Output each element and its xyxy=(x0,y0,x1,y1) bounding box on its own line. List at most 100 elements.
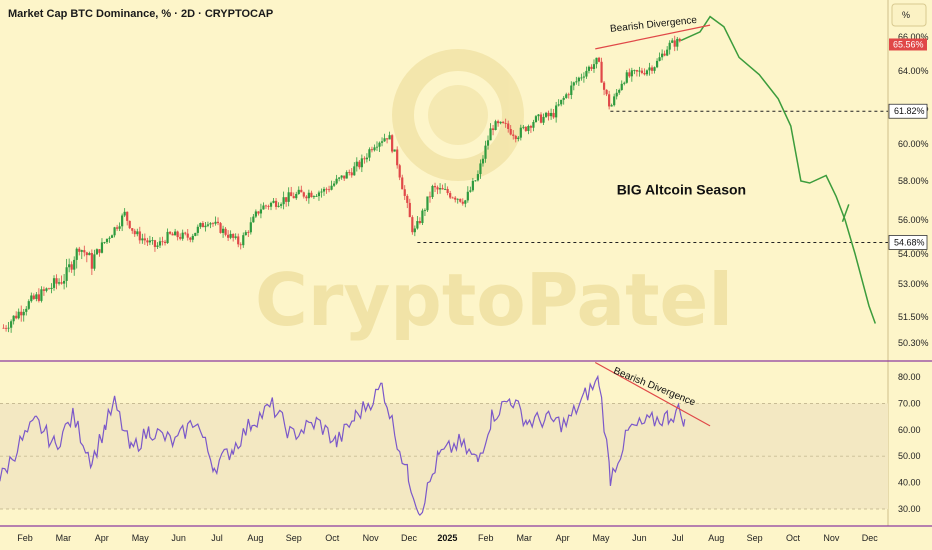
rsi-line xyxy=(0,374,686,516)
time-axis-tick: Mar xyxy=(56,533,72,543)
candle-body xyxy=(234,236,237,238)
candle-body xyxy=(446,188,449,194)
candle-body xyxy=(295,193,298,199)
candle-body xyxy=(15,315,18,319)
candle-body xyxy=(597,57,601,62)
time-axis-tick: Jun xyxy=(632,533,647,543)
candle-body xyxy=(184,232,187,234)
candle-body xyxy=(277,205,280,207)
candle-body xyxy=(285,197,288,202)
candle-body xyxy=(529,126,533,128)
candle-body xyxy=(373,147,376,151)
candle-body xyxy=(343,175,346,179)
candle-body xyxy=(484,145,487,159)
candle-body xyxy=(370,149,374,151)
candle-body xyxy=(673,40,676,47)
candle-body xyxy=(557,104,560,106)
candle-body xyxy=(600,61,603,83)
price-axis-tick: 58.00% xyxy=(898,176,929,186)
candle-body xyxy=(411,217,414,233)
candle-body xyxy=(209,223,212,225)
candle-body xyxy=(401,177,404,190)
level-price-tag xyxy=(888,103,928,119)
candle-body xyxy=(552,112,555,118)
candle-body xyxy=(50,287,53,290)
level-price-label: 54.68% xyxy=(894,237,925,247)
price-axis-tick: 64.00% xyxy=(898,66,929,76)
candle-body xyxy=(259,209,263,214)
candle-body xyxy=(608,94,611,107)
candle-body xyxy=(595,57,598,65)
candle-body xyxy=(418,221,421,224)
candle-body xyxy=(269,202,273,207)
candle-body xyxy=(385,138,389,140)
candle-body xyxy=(527,126,530,131)
candle-body xyxy=(416,221,419,229)
candle-body xyxy=(78,248,81,252)
time-axis-tick: Aug xyxy=(247,533,263,543)
candle-body xyxy=(456,198,459,200)
candle-body xyxy=(565,94,568,98)
candle-body xyxy=(171,233,174,236)
candle-body xyxy=(350,172,353,176)
candle-body xyxy=(491,128,495,131)
candle-body xyxy=(466,191,469,201)
candle-body xyxy=(449,193,452,198)
time-axis-tick: Nov xyxy=(363,533,380,543)
candle-body xyxy=(322,188,326,192)
candle-body xyxy=(20,311,23,316)
candle-body xyxy=(80,250,83,252)
candle-body xyxy=(340,175,343,178)
candle-body xyxy=(355,161,358,167)
candle-body xyxy=(12,315,15,322)
candle-body xyxy=(625,72,628,83)
candle-body xyxy=(95,249,99,255)
time-axis-tick: Oct xyxy=(325,533,340,543)
candle-body xyxy=(272,200,275,203)
price-axis-tick: 56.00% xyxy=(898,215,929,225)
candle-body xyxy=(615,92,618,97)
candle-body xyxy=(274,200,278,207)
candle-body xyxy=(433,186,437,188)
candle-body xyxy=(661,53,664,58)
candle-body xyxy=(570,85,573,96)
candle-body xyxy=(441,188,444,190)
candle-body xyxy=(327,189,331,191)
candle-body xyxy=(383,138,386,142)
time-axis-tick: Feb xyxy=(478,533,494,543)
chart-title: Market Cap BTC Dominance, % · 2D · CRYPT… xyxy=(8,8,273,20)
candle-body xyxy=(330,185,333,190)
candle-body xyxy=(396,149,399,166)
candle-body xyxy=(179,237,182,239)
candle-body xyxy=(237,236,240,245)
candle-body xyxy=(512,134,515,136)
candle-body xyxy=(582,76,585,78)
watermark-logo-core xyxy=(428,85,488,145)
candle-body xyxy=(123,211,126,216)
candle-body xyxy=(297,189,300,194)
candle-body xyxy=(368,149,371,158)
candle-body xyxy=(431,186,434,198)
rsi-divergence-line xyxy=(594,361,711,427)
time-axis-tick: Dec xyxy=(862,533,879,543)
candle-body xyxy=(163,241,167,244)
candle-body xyxy=(17,311,20,319)
candle-body xyxy=(479,163,482,175)
candle-body xyxy=(587,66,591,71)
altcoin-season-label: BIG Altcoin Season xyxy=(617,182,746,198)
candle-body xyxy=(628,72,631,77)
candle-body xyxy=(668,42,671,50)
candle-body xyxy=(312,196,316,198)
candle-body xyxy=(4,327,8,329)
percent-scale-button[interactable]: % xyxy=(891,3,927,27)
candle-body xyxy=(320,191,323,193)
candle-body xyxy=(514,135,517,140)
candle-body xyxy=(47,288,51,290)
candle-body xyxy=(421,210,424,224)
candle-body xyxy=(474,180,477,182)
candle-body xyxy=(476,174,480,181)
candle-body xyxy=(469,190,472,192)
candle-body xyxy=(83,250,86,253)
candle-body xyxy=(633,70,636,71)
price-axis-tick: 50.30% xyxy=(898,338,929,348)
